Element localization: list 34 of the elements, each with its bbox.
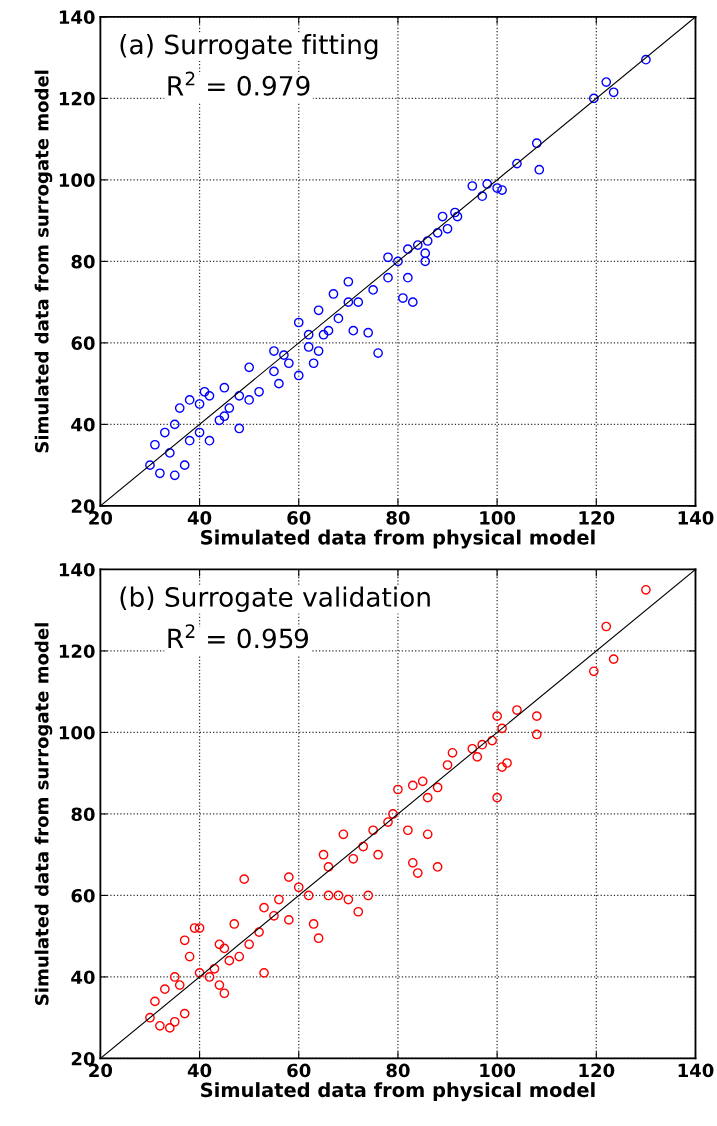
x-tick-label: 60 (287, 511, 311, 525)
y-tick-label: 60 (71, 336, 95, 350)
y-tick-label: 100 (59, 725, 95, 740)
y-tick-label: 80 (71, 807, 95, 822)
y-tick-label: 120 (59, 91, 95, 106)
y-axis-title: Simulated data from surrogate model (34, 623, 53, 1005)
y-tick-label: 100 (59, 173, 95, 187)
annotation: (b) Surrogate validation (120, 586, 430, 613)
y-tick-label: 40 (71, 417, 95, 432)
annotation: R$^{2}$ = 0.979 (168, 71, 310, 96)
x-tick-label: 100 (480, 511, 516, 525)
annotation: R$^{2}$ = 0.959 (168, 624, 309, 649)
x-tick-label: 100 (480, 1063, 516, 1078)
x-tick-label: 60 (287, 1063, 311, 1078)
x-axis-title: Simulated data from physical model (201, 529, 595, 549)
x-tick-label: 40 (187, 1063, 212, 1078)
y-tick-label: 60 (71, 888, 95, 903)
y-tick-label: 80 (71, 254, 95, 269)
x-tick-label: 80 (386, 1063, 410, 1078)
annotation: (a) Surrogate fitting (120, 34, 378, 60)
y-tick-label: 40 (71, 970, 95, 985)
y-tick-label: 140 (59, 562, 95, 577)
x-tick-label: 80 (386, 511, 410, 525)
x-tick-label: 120 (579, 511, 615, 525)
y-tick-label: 20 (71, 499, 95, 513)
x-axis-title: Simulated data from physical model (201, 1082, 595, 1102)
y-tick-label: 140 (59, 10, 95, 25)
x-tick-label: 40 (187, 511, 212, 525)
x-tick-label: 140 (678, 1063, 714, 1078)
x-tick-label: 140 (678, 511, 714, 525)
y-tick-label: 120 (59, 644, 95, 659)
y-axis-title: Simulated data from surrogate model (34, 70, 53, 453)
x-tick-label: 20 (89, 511, 113, 525)
x-tick-label: 120 (579, 1063, 615, 1078)
